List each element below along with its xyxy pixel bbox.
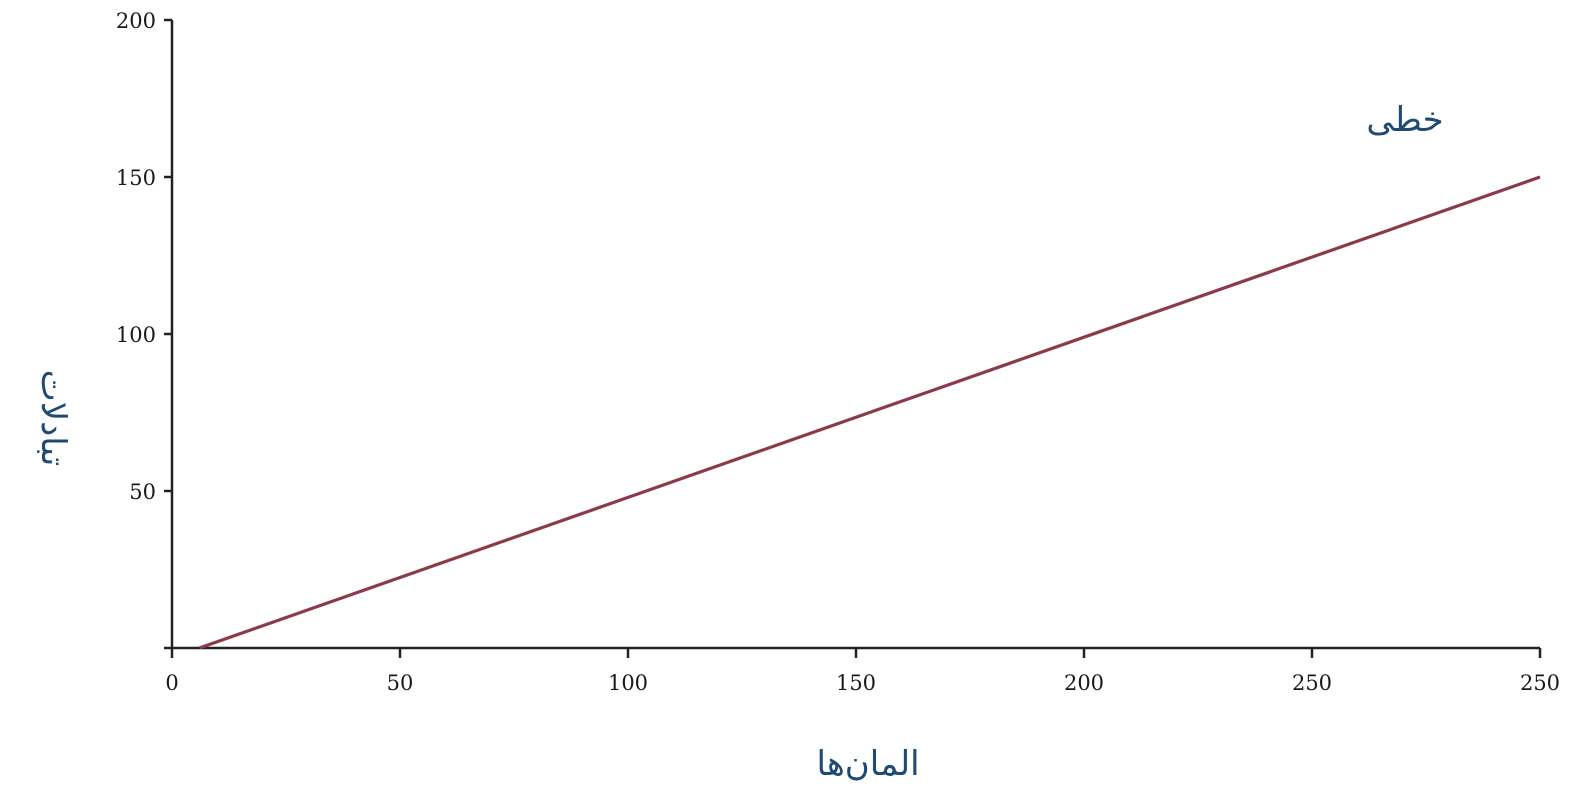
ticks-group: 50 100 150 200 0 50 100 150 200 250 250 [116, 9, 1560, 695]
axes-group [164, 20, 1540, 650]
y-axis-title: تبادلات [33, 370, 73, 467]
y-tick-label: 100 [116, 323, 156, 347]
x-tick-label: 100 [608, 671, 648, 695]
x-tick-label: 250 [1520, 671, 1560, 695]
series-label: خطی [1366, 100, 1443, 140]
labels-group: خطی المان‌ها تبادلات [33, 100, 1444, 784]
series-line [198, 175, 1541, 650]
x-tick-label: 0 [165, 671, 178, 695]
x-tick-label: 150 [836, 671, 876, 695]
x-tick-label: 200 [1064, 671, 1104, 695]
x-tick-label: 250 [1292, 671, 1332, 695]
series-group [198, 175, 1541, 650]
x-tick-label: 50 [387, 671, 414, 695]
y-tick-label: 50 [129, 480, 156, 504]
y-tick-label: 150 [116, 166, 156, 190]
x-axis-title: المان‌ها [816, 744, 919, 784]
y-tick-label: 200 [116, 9, 156, 33]
